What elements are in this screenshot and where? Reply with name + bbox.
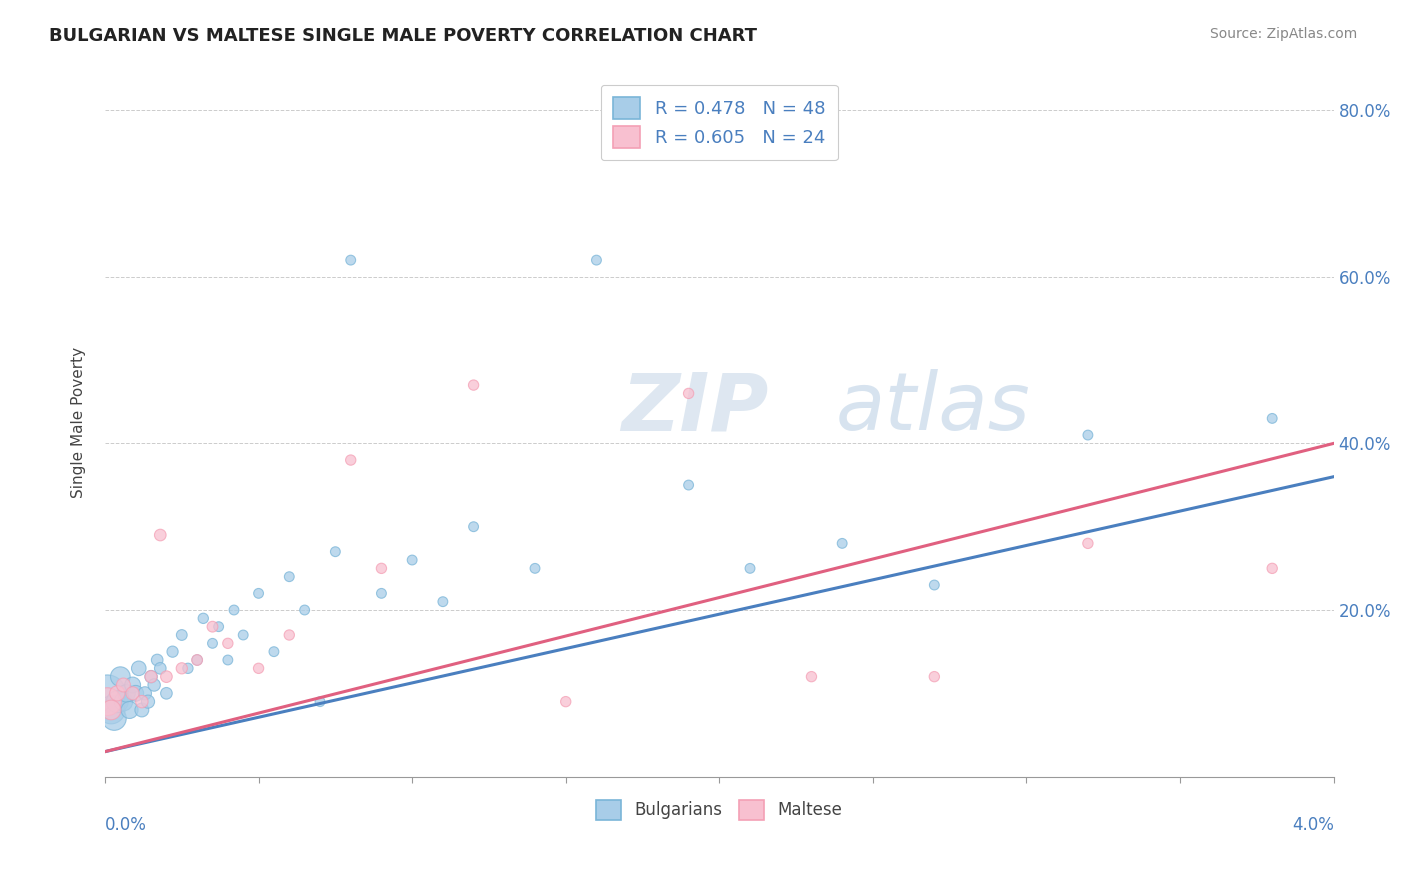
Point — [217, 636, 239, 650]
Point — [201, 636, 224, 650]
Point — [100, 703, 122, 717]
Point — [115, 686, 138, 700]
Point — [924, 670, 946, 684]
Point — [186, 653, 208, 667]
Point — [678, 386, 700, 401]
Text: ZIP: ZIP — [621, 369, 769, 448]
Text: Source: ZipAtlas.com: Source: ZipAtlas.com — [1209, 27, 1357, 41]
Point — [112, 678, 135, 692]
Point — [463, 378, 485, 392]
Point — [149, 661, 172, 675]
Point — [193, 611, 215, 625]
Point — [232, 628, 254, 642]
Point — [924, 578, 946, 592]
Point — [121, 678, 143, 692]
Point — [121, 686, 143, 700]
Text: 4.0%: 4.0% — [1292, 815, 1334, 833]
Point — [554, 695, 576, 709]
Point — [1261, 411, 1284, 425]
Point — [125, 686, 148, 700]
Point — [105, 695, 128, 709]
Point — [96, 686, 118, 700]
Point — [278, 570, 301, 584]
Point — [149, 528, 172, 542]
Point — [155, 686, 177, 700]
Point — [800, 670, 823, 684]
Point — [217, 653, 239, 667]
Point — [143, 678, 166, 692]
Text: BULGARIAN VS MALTESE SINGLE MALE POVERTY CORRELATION CHART: BULGARIAN VS MALTESE SINGLE MALE POVERTY… — [49, 27, 758, 45]
Point — [110, 670, 132, 684]
Point — [186, 653, 208, 667]
Y-axis label: Single Male Poverty: Single Male Poverty — [72, 347, 86, 498]
Point — [278, 628, 301, 642]
Point — [105, 686, 128, 700]
Point — [432, 595, 454, 609]
Point — [222, 603, 245, 617]
Point — [131, 703, 153, 717]
Point — [247, 661, 270, 675]
Point — [128, 661, 150, 675]
Point — [134, 686, 156, 700]
Point — [100, 703, 122, 717]
Point — [463, 519, 485, 533]
Point — [247, 586, 270, 600]
Point — [370, 561, 392, 575]
Point — [170, 628, 193, 642]
Point — [118, 703, 141, 717]
Point — [585, 253, 607, 268]
Point — [1077, 428, 1099, 442]
Point — [325, 544, 347, 558]
Legend: Bulgarians, Maltese: Bulgarians, Maltese — [588, 791, 851, 829]
Point — [139, 670, 162, 684]
Point — [112, 695, 135, 709]
Point — [831, 536, 853, 550]
Point — [263, 645, 285, 659]
Point — [146, 653, 169, 667]
Point — [339, 453, 361, 467]
Point — [162, 645, 184, 659]
Point — [294, 603, 316, 617]
Point — [738, 561, 761, 575]
Point — [170, 661, 193, 675]
Point — [103, 711, 125, 725]
Point — [177, 661, 200, 675]
Point — [678, 478, 700, 492]
Point — [201, 620, 224, 634]
Point — [1077, 536, 1099, 550]
Text: atlas: atlas — [837, 369, 1031, 448]
Point — [155, 670, 177, 684]
Point — [524, 561, 547, 575]
Point — [1261, 561, 1284, 575]
Point — [136, 695, 159, 709]
Point — [139, 670, 162, 684]
Point — [131, 695, 153, 709]
Text: 0.0%: 0.0% — [105, 815, 146, 833]
Point — [339, 253, 361, 268]
Point — [309, 695, 332, 709]
Point — [370, 586, 392, 600]
Point — [401, 553, 423, 567]
Point — [96, 695, 118, 709]
Point — [208, 620, 231, 634]
